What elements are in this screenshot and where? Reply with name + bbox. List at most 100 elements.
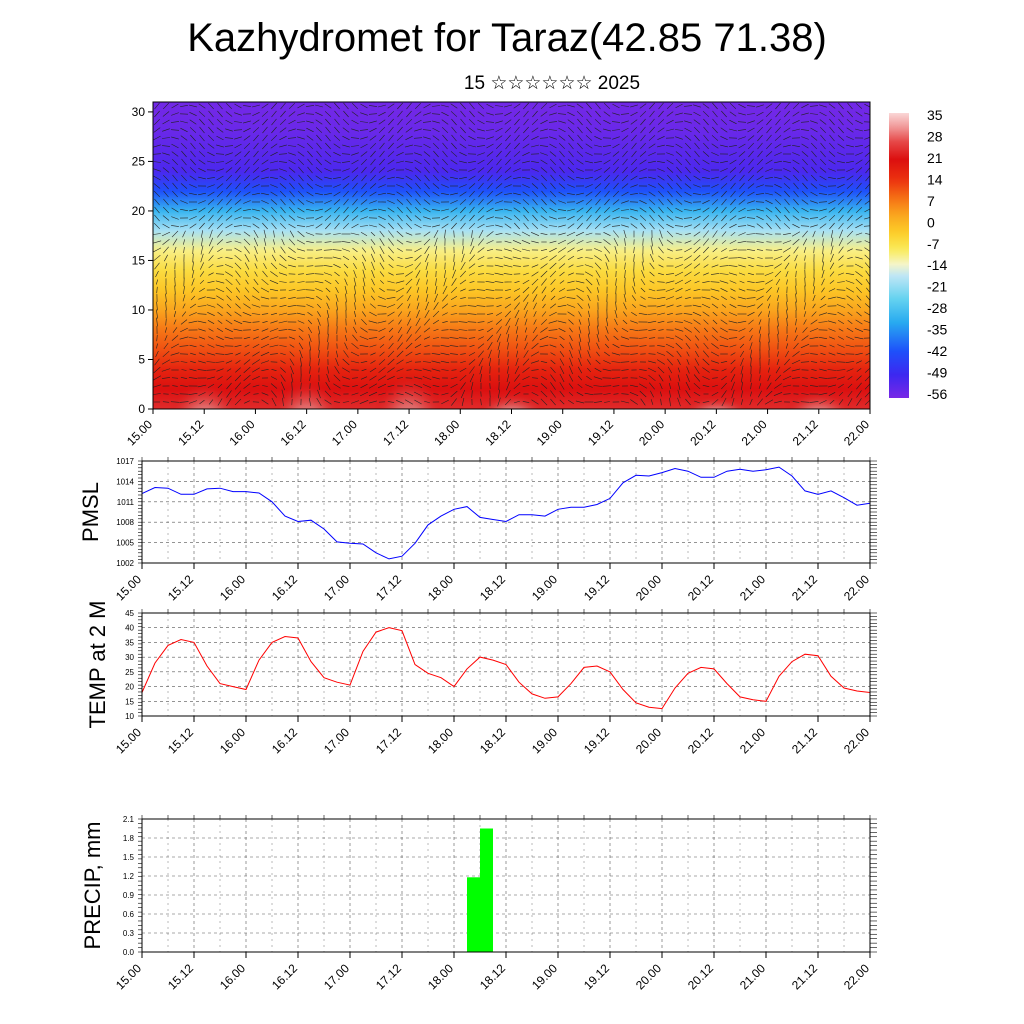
- colorbar-label: -14: [927, 257, 947, 273]
- x-tick-label: 16.12: [269, 725, 300, 756]
- y-tick-label: 20: [125, 683, 134, 692]
- x-tick-label: 20.00: [633, 961, 664, 992]
- y-tick-label: 45: [125, 609, 134, 618]
- x-tick-label: 19.12: [585, 417, 616, 448]
- x-tick-label: 18.12: [477, 572, 508, 603]
- colorbar-label: -49: [927, 365, 947, 381]
- x-tick-label: 19.12: [581, 961, 612, 992]
- warm-core: [477, 380, 546, 409]
- x-tick-label: 15.00: [124, 417, 155, 448]
- y-tick-label: 1.2: [123, 872, 135, 881]
- x-tick-label: 15.00: [113, 572, 144, 603]
- x-tick-label: 15.12: [165, 572, 196, 603]
- colorbar-label: -42: [927, 343, 947, 359]
- plot-frame: [141, 460, 871, 564]
- y-tick-label: 1.8: [123, 834, 135, 843]
- x-tick-label: 22.00: [841, 572, 872, 603]
- y-tick-label: 1.5: [123, 853, 135, 862]
- colorbar-label: 14: [927, 171, 943, 187]
- x-tick-label: 19.00: [529, 961, 560, 992]
- temp-axis-label: TEMP at 2 M: [85, 601, 110, 729]
- x-tick-label: 16.00: [217, 572, 248, 603]
- y-tick-label: 30: [125, 653, 134, 662]
- precip-axis-label: PRECIP, mm: [80, 822, 105, 950]
- x-tick-label: 18.12: [477, 961, 508, 992]
- temp-line: [141, 627, 871, 710]
- precip-bar: [467, 877, 480, 952]
- x-tick-label: 17.00: [329, 417, 360, 448]
- pmsl-panel: 15.00 15.12 16.00 16.12 17.00 17.12 18.00 18.12…: [78, 457, 877, 603]
- y-tick-label: 40: [125, 624, 134, 633]
- x-tick-label: 20.12: [685, 961, 716, 992]
- y-tick-label: 25: [125, 668, 134, 677]
- y-tick-label: 1005: [116, 539, 134, 548]
- x-tick-label: 15.12: [165, 961, 196, 992]
- precip-panel: 15.00 15.12 16.00 16.12 17.00 17.12 18.00 18.12…: [80, 815, 877, 992]
- temperature-field: [153, 102, 870, 409]
- plot-frame: [141, 612, 871, 717]
- colorbar: 35 28 21 14 7 0 -7 -14 -21 -28 -35 -42 -49 -56: [889, 107, 947, 402]
- x-tick-label: 19.12: [581, 725, 612, 756]
- x-tick-label: 16.12: [269, 572, 300, 603]
- x-tick-label: 21.12: [789, 725, 820, 756]
- x-tick-label: 16.00: [226, 417, 257, 448]
- colorbar-label: 0: [927, 214, 935, 230]
- x-tick-label: 17.00: [321, 725, 352, 756]
- colorbar-label: 7: [927, 193, 935, 209]
- warm-core: [170, 361, 239, 409]
- x-tick-label: 18.00: [431, 417, 462, 448]
- y-tick-label: 2.1: [123, 815, 135, 824]
- x-tick-label: 22.00: [841, 725, 872, 756]
- colorbar-label: 28: [927, 128, 943, 144]
- y-tick-label: 5: [138, 352, 145, 366]
- y-tick-label: 1008: [116, 518, 134, 527]
- x-tick-label: 20.12: [685, 725, 716, 756]
- x-tick-label: 17.12: [373, 572, 404, 603]
- x-tick-label: 15.00: [113, 961, 144, 992]
- colorbar-label: 21: [927, 150, 943, 166]
- x-tick-label: 17.00: [321, 961, 352, 992]
- x-tick-label: 17.12: [373, 961, 404, 992]
- x-tick-label: 18.12: [482, 417, 513, 448]
- x-tick-label: 16.00: [217, 725, 248, 756]
- cross-section-panel: 0 5 10 15 20 25 30 15.00 15.12 16.00 16.12 17.00 17.…: [124, 101, 872, 448]
- colorbar-label: -35: [927, 322, 947, 338]
- warm-core: [272, 357, 341, 409]
- x-tick-label: 21.12: [789, 572, 820, 603]
- colorbar-label: 35: [927, 107, 943, 123]
- x-tick-label: 15.00: [113, 725, 144, 756]
- x-tick-label: 17.00: [321, 572, 352, 603]
- x-tick-label: 16.12: [269, 961, 300, 992]
- y-tick-label: 0.0: [123, 948, 135, 957]
- y-tick-label: 0: [138, 402, 145, 416]
- y-tick-label: 10: [132, 303, 146, 317]
- x-tick-label: 21.00: [737, 572, 768, 603]
- wind-vectors: [153, 102, 870, 407]
- x-tick-label: 16.12: [278, 417, 309, 448]
- x-tick-label: 20.00: [633, 572, 664, 603]
- x-tick-label: 16.00: [217, 961, 248, 992]
- x-tick-label: 15.12: [165, 725, 196, 756]
- x-tick-label: 22.00: [841, 417, 872, 448]
- x-tick-label: 21.00: [737, 725, 768, 756]
- y-tick-label: 30: [132, 105, 146, 119]
- x-tick-label: 19.12: [581, 572, 612, 603]
- y-tick-label: 1011: [117, 498, 135, 507]
- y-tick-label: 0.6: [123, 910, 135, 919]
- y-tick-label: 25: [132, 154, 146, 168]
- x-tick-label: 21.00: [739, 417, 770, 448]
- colorbar-label: -7: [927, 236, 940, 252]
- y-tick-label: 15: [132, 253, 146, 267]
- x-tick-label: 18.00: [425, 572, 456, 603]
- y-tick-label: 15: [125, 697, 134, 706]
- plot-frame: [141, 818, 871, 953]
- x-tick-label: 17.12: [373, 725, 404, 756]
- x-tick-label: 19.00: [529, 725, 560, 756]
- colorbar-label: -21: [927, 279, 947, 295]
- y-tick-label: 35: [125, 638, 134, 647]
- x-tick-label: 21.12: [790, 417, 821, 448]
- x-tick-label: 20.00: [633, 725, 664, 756]
- y-tick-label: 20: [132, 204, 146, 218]
- x-tick-label: 22.00: [841, 961, 872, 992]
